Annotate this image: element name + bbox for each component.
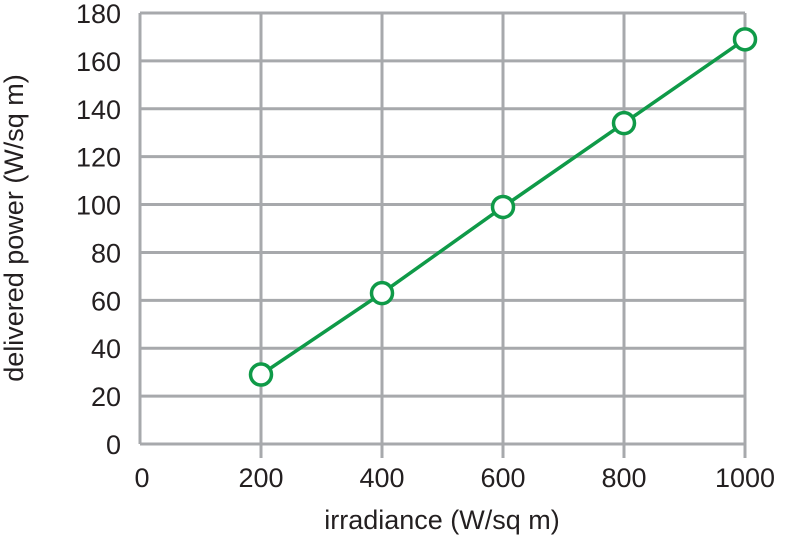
x-tick-label: 1000	[715, 463, 775, 493]
grid	[138, 11, 747, 458]
y-tick-label: 180	[76, 0, 121, 29]
y-tick-labels: 0 20 40 60 80 100 120 140 160 180	[76, 0, 121, 460]
data-point	[611, 110, 637, 136]
y-tick-label: 140	[76, 95, 121, 125]
x-tick-label: 0	[134, 463, 149, 493]
y-tick-label: 0	[106, 430, 121, 460]
y-axis-title: delivered power (W/sq m)	[0, 74, 29, 382]
x-tick-labels: 0 200 400 600 800 1000	[134, 463, 775, 493]
data-point	[732, 27, 758, 52]
x-axis-title: irradiance (W/sq m)	[324, 505, 560, 535]
y-tick-label: 60	[91, 286, 121, 316]
x-tick-label: 600	[480, 463, 525, 493]
series	[248, 27, 758, 387]
y-tick-label: 120	[76, 143, 121, 173]
x-tick-label: 800	[601, 463, 646, 493]
y-tick-label: 160	[76, 47, 121, 77]
y-tick-label: 100	[76, 191, 121, 221]
y-tick-label: 80	[91, 238, 121, 268]
data-point	[369, 280, 395, 306]
x-tick-label: 200	[238, 463, 283, 493]
y-tick-label: 40	[91, 334, 121, 364]
y-tick-label: 20	[91, 382, 121, 412]
data-point	[248, 362, 274, 387]
data-point	[490, 194, 516, 220]
x-tick-label: 400	[359, 463, 404, 493]
